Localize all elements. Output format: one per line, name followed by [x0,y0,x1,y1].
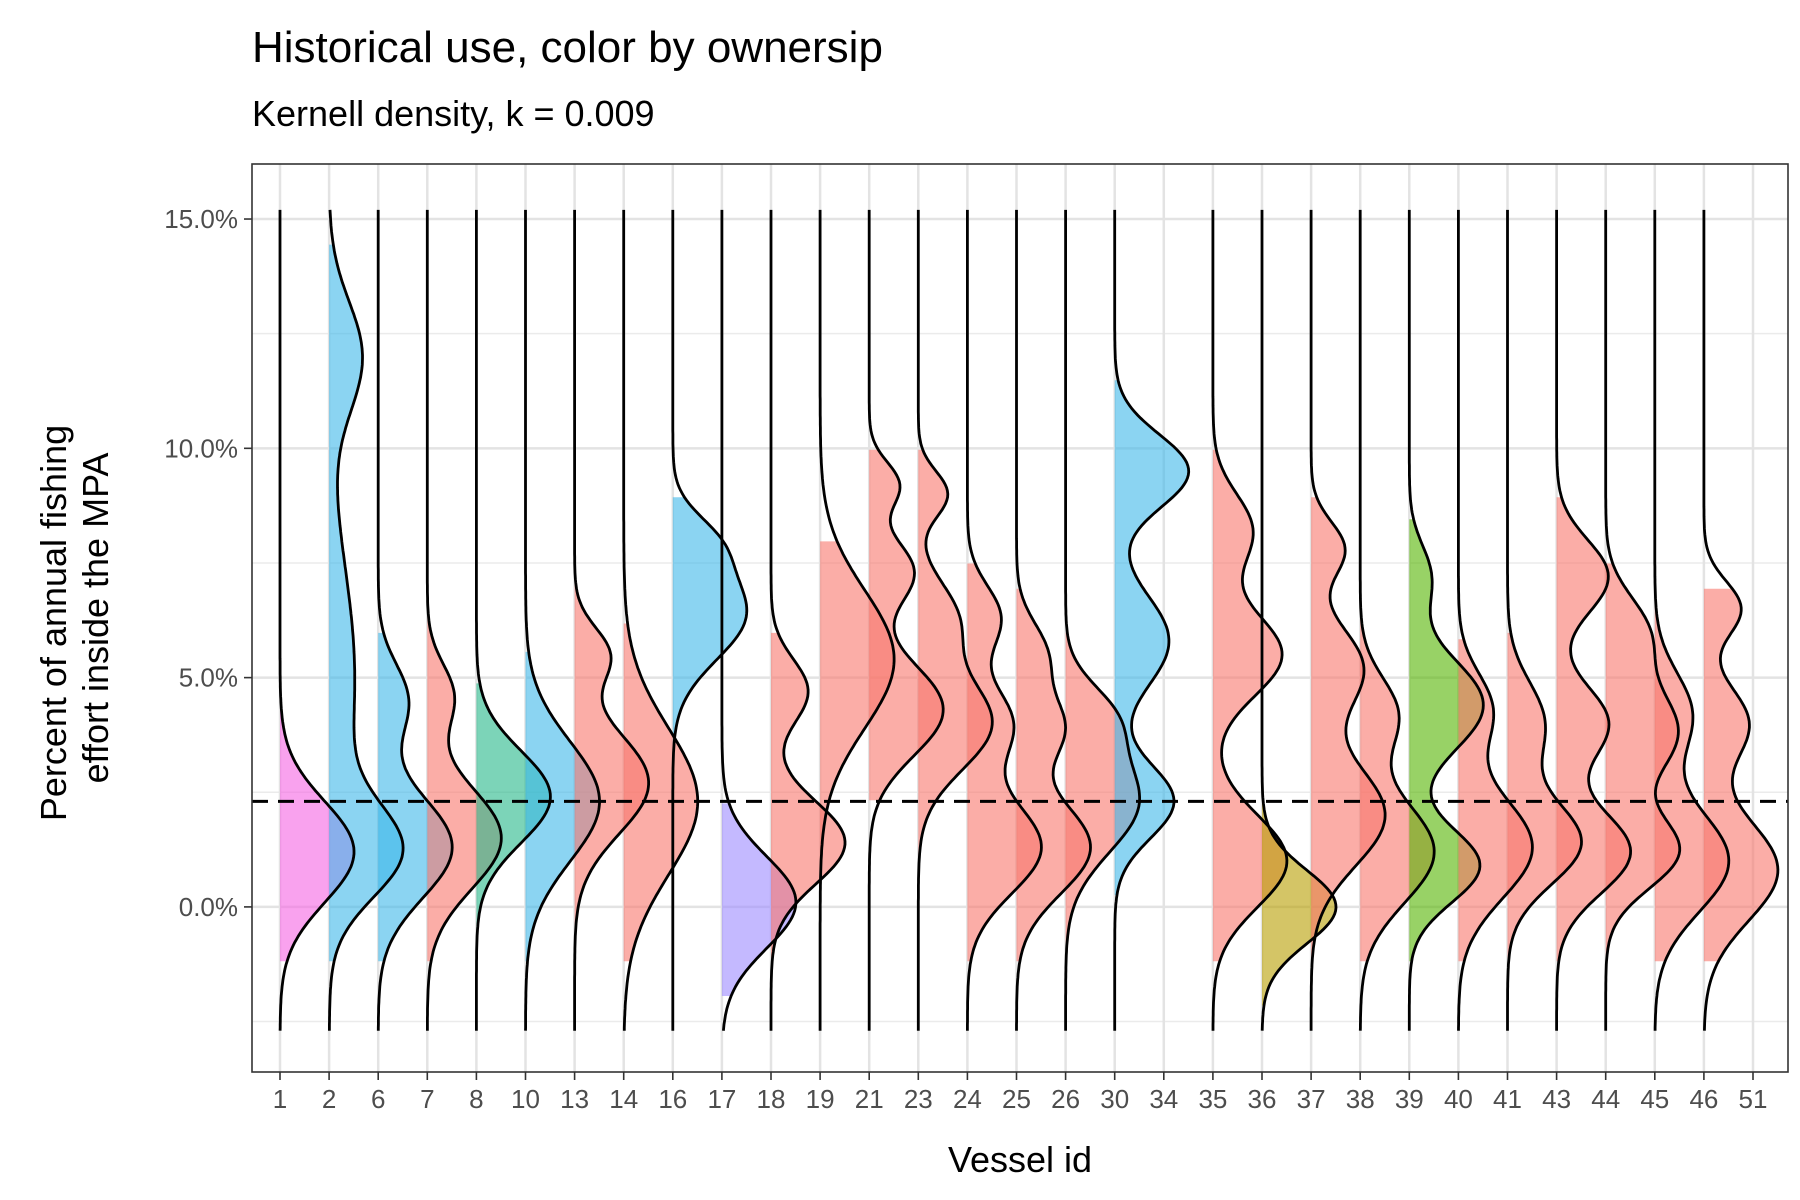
density-fill-vessel-14 [623,623,698,962]
x-tick-label: 26 [1051,1084,1080,1114]
x-tick-label: 13 [560,1084,589,1114]
density-outline-vessel-35 [1211,209,1289,1031]
x-tick-label: 1 [273,1084,287,1114]
x-tick-label: 16 [658,1084,687,1114]
x-tick-label: 17 [707,1084,736,1114]
x-tick-label: 51 [1739,1084,1768,1114]
density-outline-vessel-6 [376,209,454,1031]
y-tick-label: 15.0% [164,204,238,234]
density-fill-vessel-13 [574,563,649,962]
density-outline-vessel-37 [1309,209,1387,1031]
density-outline-vessel-38 [1358,209,1436,1031]
density-outline-vessel-18 [769,209,847,1031]
density-fill-vessel-17 [721,803,796,996]
x-tick-label: 24 [953,1084,982,1114]
x-tick-label: 43 [1542,1084,1571,1114]
density-outline-vessel-24 [966,209,1043,1031]
x-tick-label: 38 [1346,1084,1375,1114]
density-outline-vessel-39 [1407,209,1485,1031]
density-outline-vessel-30 [1113,209,1191,1031]
density-outline-vessel-41 [1506,209,1583,1031]
x-tick-label: 25 [1002,1084,1031,1114]
density-fill-vessel-18 [771,632,845,962]
density-fill-vessel-16 [672,497,747,801]
x-axis-title: Vessel id [948,1139,1092,1180]
x-tick-label: 19 [806,1084,835,1114]
density-outline-vessel-17 [720,209,798,1031]
x-tick-label: 7 [420,1084,434,1114]
density-outline-vessel-14 [622,209,700,1031]
density-fill-vessel-2 [329,244,404,962]
y-tick-label: 5.0% [179,663,238,693]
x-axis: 1 2 6 7 8 10 13 14 16 17 18 19 21 23 24 25 26 30 34 35 36 37 3… [273,1072,1768,1114]
density-outline-vessel-19 [818,209,896,1031]
x-tick-label: 39 [1395,1084,1424,1114]
density-fill-vessel-10 [525,651,600,962]
x-tick-label: 34 [1149,1084,1178,1114]
x-tick-label: 37 [1297,1084,1326,1114]
density-fill-vessel-8 [476,683,551,962]
density-outline-vessel-25 [1015,209,1092,1031]
density-outline-vessel-26 [1064,209,1141,1031]
density-outline-vessel-43 [1555,209,1633,1031]
density-outline-vessel-16 [671,209,749,1031]
x-tick-label: 10 [511,1084,540,1114]
density-fill-vessel-41 [1507,632,1582,962]
density-fill-vessel-1 [280,692,354,962]
x-tick-label: 2 [322,1084,336,1114]
x-tick-label: 35 [1198,1084,1227,1114]
x-tick-label: 46 [1689,1084,1718,1114]
density-outline-vessel-21 [867,209,945,1031]
density-fill-vessel-46 [1703,588,1778,962]
y-axis-title: Percent of annual fishing effort inside … [33,415,116,821]
chart-subtitle: Kernell density, k = 0.009 [252,93,655,134]
density-outline-vessel-44 [1604,209,1682,1031]
density-outline-vessel-10 [524,209,601,1031]
density-fill-vessel-23 [918,449,993,883]
density-fill-vessel-36 [1262,803,1336,1006]
x-tick-label: 40 [1444,1084,1473,1114]
density-outline-vessel-13 [573,209,650,1031]
density-outline-vessel-1 [278,209,356,1031]
chart-title: Historical use, color by ownersip [252,23,883,72]
density-outlines [278,209,1780,1031]
density-outline-vessel-7 [425,209,503,1031]
x-tick-label: 21 [855,1084,884,1114]
density-fill-vessel-26 [1065,632,1140,962]
density-outline-vessel-46 [1702,209,1780,1031]
x-tick-label: 8 [469,1084,483,1114]
x-tick-label: 44 [1591,1084,1620,1114]
y-axis-title-line-2: effort inside the MPA [75,453,116,784]
x-tick-label: 6 [371,1084,385,1114]
x-tick-label: 23 [904,1084,933,1114]
x-tick-label: 14 [609,1084,638,1114]
x-tick-label: 30 [1100,1084,1129,1114]
y-tick-label: 0.0% [179,892,238,922]
density-outline-vessel-2 [328,209,405,1031]
y-axis: 0.0% 5.0% 10.0% 15.0% [164,204,252,922]
plot-border [251,163,1789,1073]
x-tick-label: 36 [1248,1084,1277,1114]
y-tick-label: 10.0% [164,433,238,463]
density-outline-vessel-23 [916,209,994,1031]
density-outline-vessel-45 [1653,209,1731,1031]
density-outline-vessel-40 [1457,209,1534,1031]
y-axis-title-line-1: Percent of annual fishing [33,425,74,821]
x-tick-label: 41 [1493,1084,1522,1114]
density-outline-vessel-8 [475,209,552,1031]
x-tick-label: 18 [757,1084,786,1114]
x-tick-label: 45 [1640,1084,1669,1114]
